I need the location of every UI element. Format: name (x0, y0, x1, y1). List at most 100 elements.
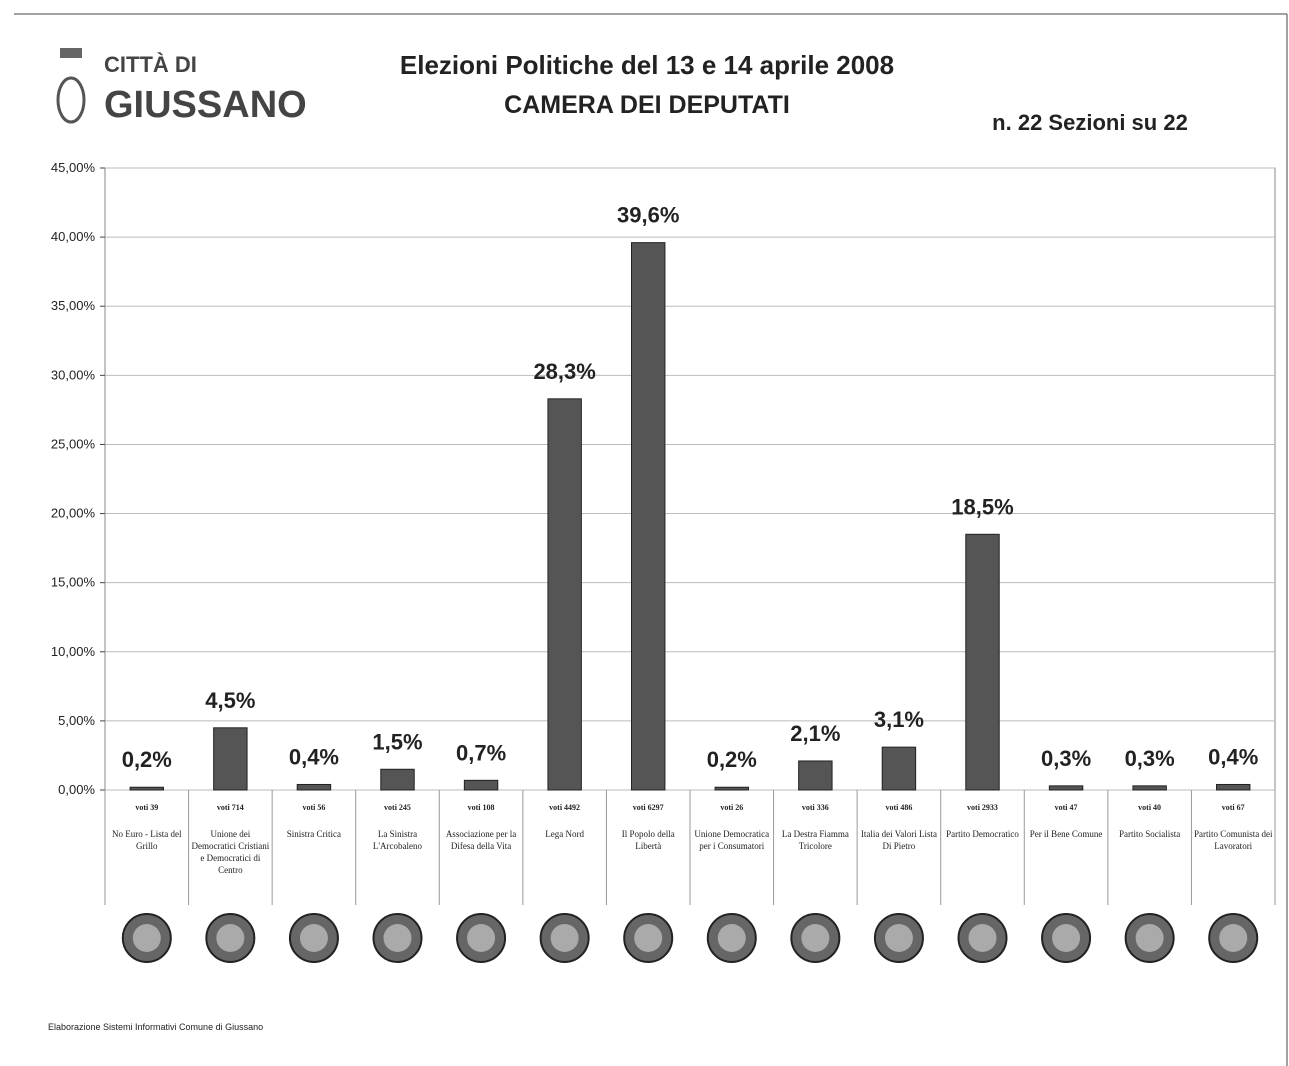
vote-count: voti 56 (302, 803, 326, 812)
category-label: voti 67 Partito Comunista dei Lavoratori (1193, 802, 1273, 852)
bar (547, 398, 582, 791)
value-label: 2,1% (790, 721, 840, 746)
value-label: 0,7% (456, 740, 506, 765)
value-label: 0,4% (289, 744, 339, 769)
value-label: 0,4% (1208, 744, 1258, 769)
bar (881, 746, 917, 791)
party-name: La Destra Fiamma Tricolore (781, 829, 849, 851)
value-label: 28,3% (533, 359, 595, 384)
value-label: 3,1% (874, 707, 924, 732)
bar (129, 786, 164, 791)
y-tick-label: 5,00% (58, 713, 95, 728)
category-label: voti 39 No Euro - Lista del Grillo (107, 802, 187, 852)
value-label: 0,2% (707, 747, 757, 772)
bar (463, 779, 499, 791)
party-name: Partito Socialista (1119, 829, 1181, 839)
category-label: voti 40 Partito Socialista (1110, 802, 1190, 840)
vote-count: voti 4492 (549, 803, 581, 812)
category-label: voti 47 Per il Bene Comune (1026, 802, 1106, 840)
party-logo-inner (1219, 924, 1248, 952)
category-label: voti 56 Sinistra Critica (274, 802, 354, 840)
bar (631, 242, 666, 791)
party-name: Partito Comunista dei Lavoratori (1193, 829, 1273, 851)
category-label: voti 6297 Il Popolo della Libertà (608, 802, 688, 852)
value-label: 0,3% (1041, 746, 1091, 771)
party-name: No Euro - Lista del Grillo (112, 829, 182, 851)
footer: Elaborazione Sistemi Informativi Comune … (48, 1022, 263, 1032)
category-label: voti 486 Italia dei Valori Lista Di Pietr… (859, 802, 939, 852)
value-label: 18,5% (951, 494, 1013, 519)
party-logo-inner (467, 924, 496, 952)
party-name: Per il Bene Comune (1029, 829, 1103, 839)
party-logo-inner (968, 924, 997, 952)
value-label: 39,6% (617, 203, 679, 228)
city-top: CITTÀ DI (104, 52, 197, 77)
category-label: voti 245 La Sinistra L'Arcobaleno (358, 802, 438, 852)
y-tick-label: 10,00% (51, 644, 96, 659)
category-label: voti 336 La Destra Fiamma Tricolore (776, 802, 856, 852)
vote-count: voti 26 (720, 803, 744, 812)
party-logo-inner (634, 924, 663, 952)
party-name: La Sinistra L'Arcobaleno (372, 829, 423, 851)
party-logo-inner (1052, 924, 1081, 952)
category-label: voti 2933 Partito Democratico (943, 802, 1023, 840)
value-label: 0,3% (1125, 746, 1175, 771)
vote-count: voti 245 (384, 803, 411, 812)
party-logo-inner (299, 924, 328, 952)
y-tick-label: 0,00% (58, 782, 95, 797)
party-logo-inner (132, 924, 161, 952)
y-tick-label: 20,00% (51, 506, 96, 521)
vote-count: voti 39 (135, 803, 159, 812)
bar (798, 760, 833, 791)
bar (965, 533, 1000, 791)
party-logo-inner (550, 924, 579, 952)
chart-subtitle: CAMERA DEI DEPUTATI (504, 91, 790, 119)
vote-count: voti 486 (885, 803, 913, 812)
party-name: Sinistra Critica (286, 829, 342, 839)
category-label: voti 26 Unione Democratica per i Consumat… (692, 802, 772, 852)
party-logo-inner (383, 924, 412, 952)
party-logo-inner (216, 924, 245, 952)
vote-count: voti 47 (1054, 803, 1078, 812)
party-name: Italia dei Valori Lista Di Pietro (860, 829, 937, 851)
city-crest (56, 48, 86, 124)
y-tick-label: 40,00% (51, 229, 96, 244)
vote-count: voti 2933 (967, 803, 998, 812)
bar (296, 783, 332, 791)
vote-count: voti 108 (467, 803, 495, 812)
value-label: 0,2% (122, 747, 172, 772)
party-logo-inner (717, 924, 746, 952)
bar (1216, 783, 1251, 791)
bar (714, 786, 749, 791)
vote-count: voti 67 (1221, 803, 1245, 812)
category-label: voti 4492 Lega Nord (525, 802, 605, 840)
y-tick-label: 30,00% (51, 367, 96, 382)
party-logo-inner (801, 924, 830, 952)
party-name: Lega Nord (545, 829, 584, 839)
bar (1132, 785, 1167, 791)
party-logo-inner (884, 924, 913, 952)
sections: n. 22 Sezioni su 22 (992, 110, 1188, 135)
bar (380, 768, 415, 791)
bar (1048, 785, 1084, 791)
plot-area (104, 167, 1276, 791)
y-tick-label: 15,00% (51, 575, 96, 590)
party-name: Partito Democratico (946, 829, 1019, 839)
party-name: Unione dei Democratici Cristiani e Democ… (191, 829, 270, 875)
vote-count: voti 714 (216, 803, 244, 812)
party-logo-inner (1135, 924, 1164, 952)
y-tick-label: 35,00% (51, 298, 96, 313)
category-label: voti 714 Unione dei Democratici Cristiani… (191, 802, 271, 876)
party-name: Unione Democratica per i Consumatori (694, 829, 770, 851)
city-name: GIUSSANO (104, 84, 307, 126)
category-label: voti 108 Associazione per la Difesa della… (441, 802, 521, 852)
bar (213, 727, 248, 791)
y-tick-label: 45,00% (51, 160, 96, 175)
y-tick-label: 25,00% (51, 436, 96, 451)
vote-count: voti 6297 (632, 803, 664, 812)
chart-title: Elezioni Politiche del 13 e 14 aprile 20… (400, 50, 894, 80)
vote-count: voti 336 (801, 803, 829, 812)
party-name: Associazione per la Difesa della Vita (445, 829, 517, 851)
